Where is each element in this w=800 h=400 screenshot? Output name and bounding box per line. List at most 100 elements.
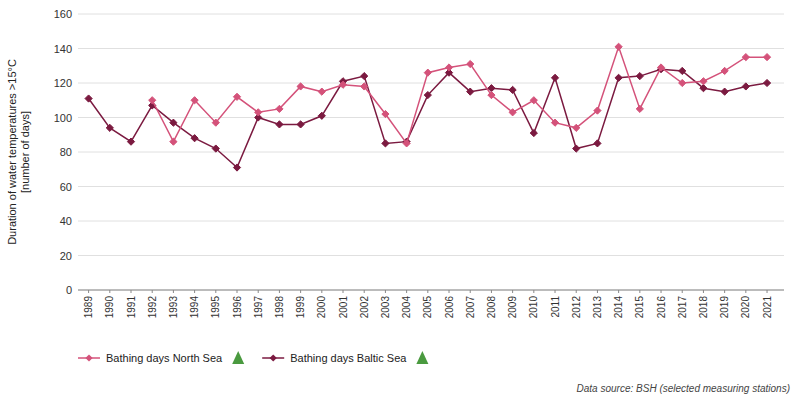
y-axis-label: Duration of water temperatures >15°C[num… [6, 59, 31, 245]
grid [78, 14, 784, 290]
x-tick-label: 1993 [168, 296, 179, 319]
x-tick-label: 2000 [316, 296, 327, 319]
x-tick-label: 2003 [380, 296, 391, 319]
x-tick-label: 2020 [740, 296, 751, 319]
point [763, 54, 770, 61]
y-tick-label: 40 [60, 215, 72, 227]
x-tick [321, 290, 322, 293]
point [721, 67, 728, 74]
point [127, 138, 134, 145]
x-tick-label: 2018 [698, 296, 709, 319]
point [233, 164, 240, 171]
point [721, 88, 728, 95]
x-tick-label: 1995 [210, 296, 221, 319]
x-tick-label: 1992 [147, 296, 158, 319]
x-tick-label: 2005 [422, 296, 433, 319]
point [361, 83, 368, 90]
grid-line [78, 152, 784, 153]
x-tick [406, 290, 407, 293]
x-tick-label: 2014 [613, 296, 624, 319]
x-tick-label: 2019 [719, 296, 730, 319]
x-tick [724, 290, 725, 293]
point [318, 88, 325, 95]
point [530, 129, 537, 136]
x-tick [682, 290, 683, 293]
x-tick [88, 290, 89, 293]
legend-marker [270, 354, 277, 361]
y-tick-label: 20 [60, 250, 72, 262]
x-tick [703, 290, 704, 293]
point [403, 140, 410, 147]
x-tick-label: 2001 [338, 296, 349, 319]
x-tick-label: 2012 [571, 296, 582, 319]
point [615, 43, 622, 50]
x-tick-label: 2004 [401, 296, 412, 319]
x-tick [131, 290, 132, 293]
point [424, 69, 431, 76]
point [382, 140, 389, 147]
point [297, 83, 304, 90]
x-axis-line [78, 290, 784, 291]
x-tick [194, 290, 195, 293]
x-tick [109, 290, 110, 293]
point [170, 119, 177, 126]
point [509, 109, 516, 116]
series-line [152, 47, 767, 144]
point [636, 105, 643, 112]
x-tick-label: 1990 [104, 296, 115, 319]
y-tick-label: 160 [54, 8, 72, 20]
point [700, 85, 707, 92]
x-tick-label: 2007 [465, 296, 476, 319]
point [636, 73, 643, 80]
point [742, 54, 749, 61]
point [551, 74, 558, 81]
x-tick [152, 290, 153, 293]
x-tick-label: 1997 [253, 296, 264, 319]
grid-line [78, 14, 784, 15]
x-tick [279, 290, 280, 293]
x-tick [343, 290, 344, 293]
point [297, 121, 304, 128]
x-tick [470, 290, 471, 293]
point [339, 81, 346, 88]
point [276, 105, 283, 112]
y-tick-label: 0 [66, 284, 72, 296]
x-tick-label: 2013 [592, 296, 603, 319]
grid-line [78, 48, 784, 49]
legend-marker [85, 354, 92, 361]
point [318, 112, 325, 119]
plot-area [85, 43, 771, 171]
point [467, 60, 474, 67]
x-tick-label: 1998 [274, 296, 285, 319]
grid-line [78, 255, 784, 256]
point [191, 97, 198, 104]
x-tick-label: 2021 [762, 296, 773, 319]
grid-line [78, 186, 784, 187]
point [467, 88, 474, 95]
x-tick [639, 290, 640, 293]
trend-indicator [232, 351, 244, 364]
series-line [89, 69, 767, 167]
point [488, 91, 495, 98]
x-tick [533, 290, 534, 293]
x-tick-label: 2009 [507, 296, 518, 319]
x-tick [661, 290, 662, 293]
point [382, 110, 389, 117]
x-tick [491, 290, 492, 293]
point [191, 135, 198, 142]
point [700, 78, 707, 85]
point [170, 138, 177, 145]
y-tick-label: 120 [54, 77, 72, 89]
grid-line [78, 221, 784, 222]
point [742, 83, 749, 90]
legend-label: Bathing days North Sea [106, 352, 223, 364]
x-tick [597, 290, 598, 293]
point [573, 124, 580, 131]
x-tick-label: 1991 [126, 296, 137, 319]
y-tick-label: 100 [54, 112, 72, 124]
x-tick-label: 2017 [677, 296, 688, 319]
point [233, 93, 240, 100]
x-tick [237, 290, 238, 293]
trend-indicator [416, 351, 428, 364]
point [551, 119, 558, 126]
